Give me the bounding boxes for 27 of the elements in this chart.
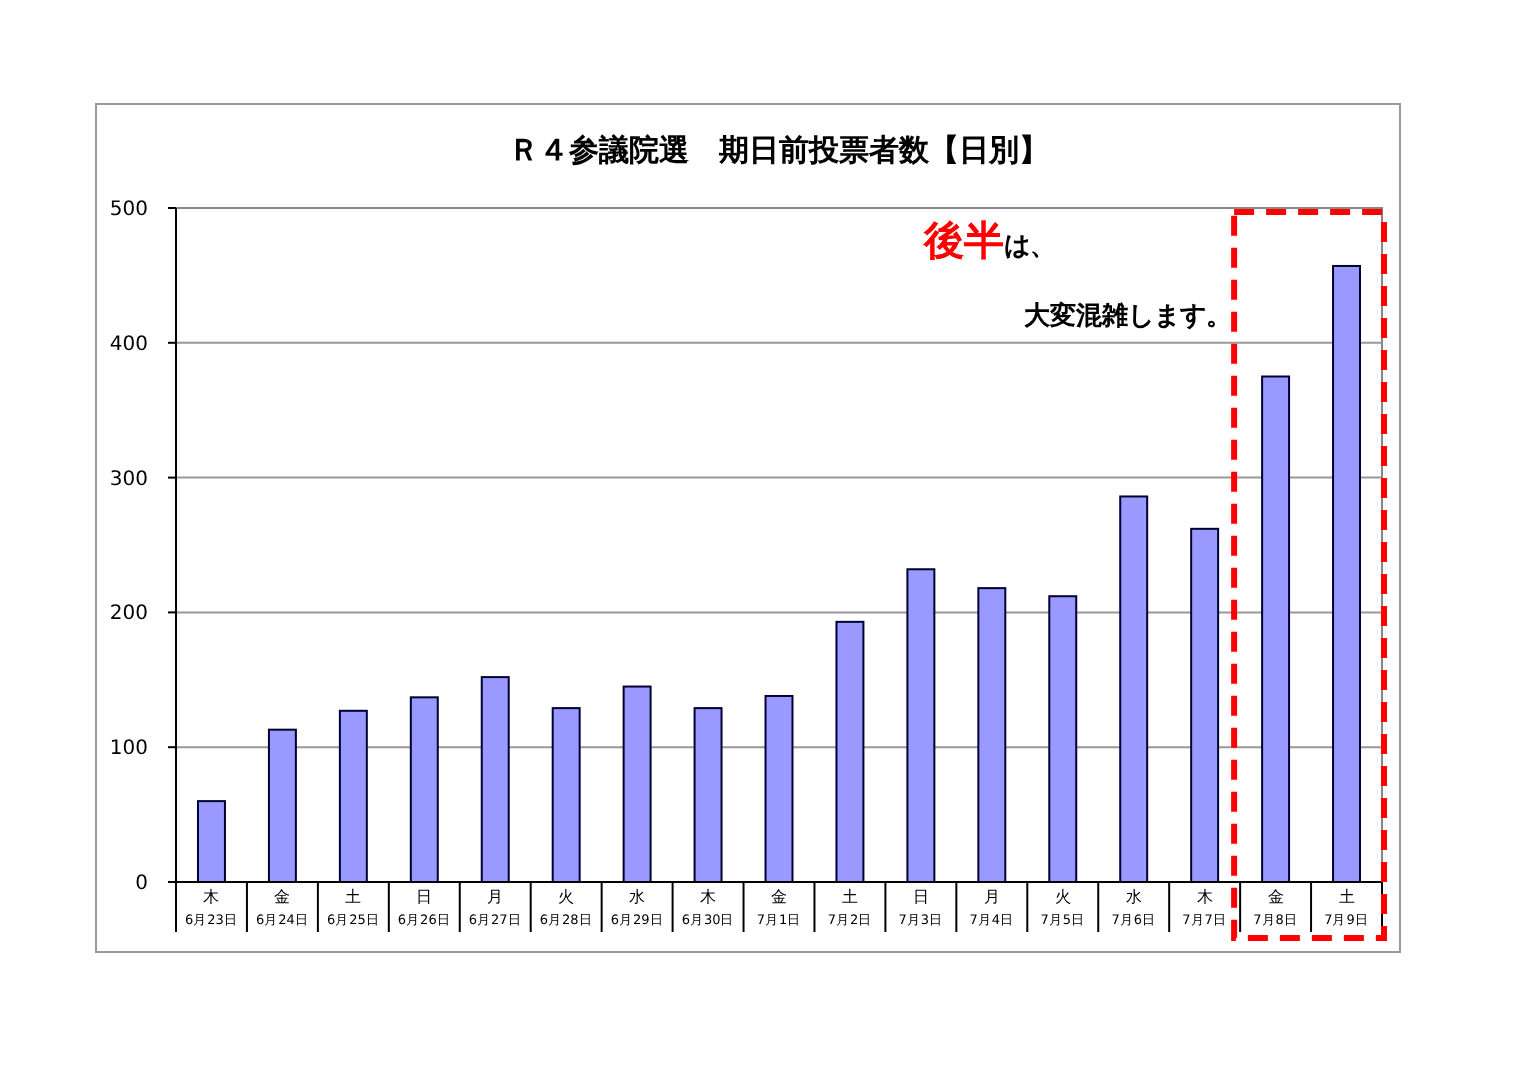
bar [693,707,723,883]
bar [835,620,865,883]
bar [338,709,368,883]
annotation: 大変混雑します。 [1024,300,1232,332]
y-tick-label: 300 [109,468,148,491]
bar [409,696,439,883]
y-tick-label: 200 [109,603,148,626]
bar [622,685,652,883]
bar [1190,527,1220,883]
bar [551,707,581,883]
bar [196,800,226,883]
y-tick-label: 100 [109,738,148,761]
bar [1332,264,1362,883]
bar [906,568,936,883]
y-tick-label: 500 [109,199,148,221]
bar [977,587,1007,883]
annotation: は、 [1004,232,1056,262]
y-tick-label: 0 [135,873,148,895]
bar [1119,495,1149,883]
bar [480,676,510,883]
chart-title: Ｒ４参議院選 期日前投票者数【日別】 [509,132,1049,168]
bar [764,694,794,883]
y-tick-label: 400 [109,333,148,356]
bar [267,728,297,883]
bar [1261,375,1291,883]
bar [1048,595,1078,883]
annotation: 後半 [922,216,1004,264]
